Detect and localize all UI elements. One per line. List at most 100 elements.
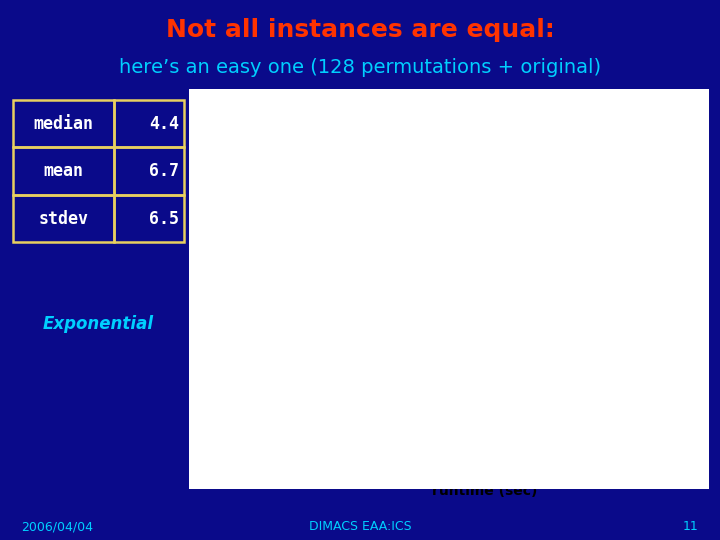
Point xyxy=(326,256,338,265)
Point xyxy=(269,432,280,441)
Point xyxy=(307,304,319,313)
Point xyxy=(374,183,385,192)
Point xyxy=(367,196,379,205)
Point xyxy=(274,417,285,426)
Text: DIMACS EAA:ICS: DIMACS EAA:ICS xyxy=(309,520,411,533)
Point xyxy=(338,241,349,249)
Point xyxy=(350,224,361,232)
Point xyxy=(276,404,288,413)
Point xyxy=(268,437,279,445)
Point xyxy=(271,422,282,430)
Point xyxy=(296,347,307,355)
Text: Not all instances are equal:: Not all instances are equal: xyxy=(166,18,554,42)
Point xyxy=(318,266,330,275)
Point xyxy=(305,316,317,325)
Point xyxy=(308,299,320,307)
Point xyxy=(307,306,318,315)
Point xyxy=(384,173,395,182)
Point xyxy=(274,412,285,421)
Point xyxy=(289,372,300,380)
Point xyxy=(364,204,375,212)
Point xyxy=(397,163,408,172)
Point xyxy=(345,228,356,237)
Point xyxy=(406,160,418,169)
Point xyxy=(305,319,317,327)
Bar xyxy=(114,100,184,147)
Point xyxy=(303,324,315,333)
Point xyxy=(390,168,401,177)
Point xyxy=(341,236,352,245)
Y-axis label: percent solved: percent solved xyxy=(222,242,235,346)
Point xyxy=(462,140,473,149)
Point xyxy=(307,301,319,310)
Point xyxy=(282,392,293,400)
Point xyxy=(373,186,384,194)
Point xyxy=(305,321,316,330)
Bar xyxy=(114,195,184,242)
Point xyxy=(454,146,466,154)
Point xyxy=(341,233,353,242)
Point xyxy=(265,447,276,456)
Point xyxy=(413,158,424,167)
Point xyxy=(286,382,297,390)
Point xyxy=(274,414,285,423)
Point xyxy=(311,289,323,298)
Point xyxy=(287,379,298,388)
Point xyxy=(302,326,314,335)
Point xyxy=(388,171,400,179)
Text: 6.7: 6.7 xyxy=(149,162,179,180)
Point xyxy=(301,339,312,348)
Point xyxy=(351,218,363,227)
Point xyxy=(295,352,307,360)
Point xyxy=(296,349,307,357)
Point xyxy=(516,131,527,139)
Point xyxy=(428,151,439,159)
Point xyxy=(427,153,438,162)
Point xyxy=(366,201,377,210)
Point xyxy=(269,429,281,438)
Point xyxy=(337,246,348,255)
Point xyxy=(318,268,329,277)
Point xyxy=(308,296,320,305)
Point xyxy=(375,181,387,190)
Point xyxy=(269,424,281,433)
Point xyxy=(312,286,323,295)
Point xyxy=(323,261,334,270)
Point xyxy=(338,244,349,252)
Point xyxy=(267,440,279,448)
X-axis label: runtime (sec): runtime (sec) xyxy=(431,484,537,498)
Text: stdev: stdev xyxy=(38,210,89,228)
Point xyxy=(277,402,289,410)
Point xyxy=(268,434,279,443)
Point xyxy=(315,284,326,292)
Point xyxy=(366,198,378,207)
Point xyxy=(306,312,318,320)
Point xyxy=(361,206,373,214)
Point xyxy=(293,359,305,368)
Point xyxy=(301,336,312,345)
Point xyxy=(315,279,326,287)
Point xyxy=(372,191,384,199)
Text: 6.5: 6.5 xyxy=(149,210,179,228)
Point xyxy=(294,356,305,365)
Point xyxy=(289,367,301,375)
Text: Exponential: Exponential xyxy=(42,315,154,333)
Text: mean: mean xyxy=(43,162,84,180)
Point xyxy=(492,133,503,141)
Point xyxy=(356,211,368,219)
Point xyxy=(287,376,298,385)
Text: median: median xyxy=(33,114,94,133)
Point xyxy=(378,178,390,187)
Point xyxy=(266,442,278,450)
Point xyxy=(348,226,360,234)
Point xyxy=(327,254,338,262)
Point xyxy=(282,384,294,393)
Point xyxy=(317,271,328,280)
Point xyxy=(468,138,480,147)
Bar xyxy=(13,100,114,147)
Point xyxy=(297,344,308,353)
Point xyxy=(301,334,312,342)
Point xyxy=(333,248,344,257)
Point xyxy=(446,148,458,157)
Point xyxy=(339,239,351,247)
